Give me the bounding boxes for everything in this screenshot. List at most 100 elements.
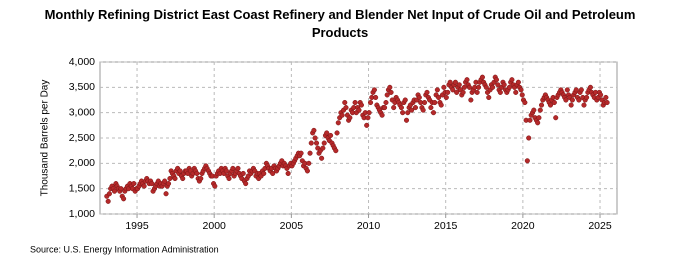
data-point bbox=[177, 168, 183, 174]
data-point bbox=[240, 170, 246, 177]
data-point bbox=[518, 87, 524, 93]
data-point bbox=[587, 84, 594, 90]
x-tick-label: 2025 bbox=[588, 220, 612, 232]
data-point bbox=[311, 127, 317, 133]
data-point bbox=[576, 97, 582, 103]
data-point bbox=[121, 196, 127, 202]
data-point bbox=[165, 181, 172, 187]
data-point bbox=[226, 175, 232, 182]
data-point bbox=[483, 84, 489, 90]
data-point bbox=[149, 181, 155, 187]
data-point bbox=[162, 178, 168, 184]
data-point bbox=[298, 150, 304, 156]
data-point bbox=[105, 198, 111, 204]
data-point bbox=[371, 87, 377, 93]
x-tick-label: 1995 bbox=[125, 220, 149, 232]
x-tick-label: 2020 bbox=[511, 220, 535, 232]
data-point bbox=[434, 87, 440, 93]
data-point bbox=[497, 89, 503, 95]
data-point bbox=[519, 92, 525, 98]
data-point bbox=[261, 170, 267, 177]
data-point bbox=[212, 183, 218, 189]
data-point bbox=[358, 102, 364, 108]
data-point bbox=[450, 87, 456, 93]
x-tick-label: 2000 bbox=[203, 220, 227, 232]
data-point bbox=[536, 115, 542, 121]
x-tick-label: 2010 bbox=[357, 220, 381, 232]
data-point bbox=[312, 135, 318, 141]
data-point bbox=[443, 94, 449, 101]
data-point bbox=[391, 105, 397, 111]
data-point bbox=[412, 105, 418, 111]
data-point bbox=[163, 191, 169, 197]
data-point bbox=[106, 191, 112, 197]
data-point bbox=[490, 84, 496, 90]
data-point bbox=[598, 92, 604, 98]
data-point bbox=[304, 168, 310, 174]
data-point bbox=[270, 170, 276, 177]
data-point bbox=[466, 84, 473, 90]
data-point bbox=[464, 77, 470, 83]
data-point bbox=[230, 165, 236, 171]
data-point bbox=[578, 87, 584, 93]
data-point bbox=[367, 99, 374, 106]
data-point bbox=[373, 94, 379, 101]
y-tick-label: 2,000 bbox=[69, 157, 95, 169]
data-point bbox=[141, 183, 147, 189]
data-point bbox=[402, 97, 408, 103]
chart-title: Monthly Refining District East Coast Ref… bbox=[44, 7, 636, 40]
data-point bbox=[547, 102, 554, 108]
data-point bbox=[409, 107, 415, 113]
data-point bbox=[405, 110, 411, 116]
data-point bbox=[524, 158, 530, 164]
data-point bbox=[568, 102, 574, 108]
data-point bbox=[328, 132, 334, 139]
data-point bbox=[382, 105, 388, 111]
y-axis-label: Thousand Barrels per Day bbox=[40, 80, 51, 197]
data-point bbox=[468, 97, 474, 103]
y-tick-label: 4,000 bbox=[69, 56, 95, 68]
data-point bbox=[223, 168, 229, 174]
data-point bbox=[403, 117, 410, 123]
data-point bbox=[342, 99, 348, 106]
data-point bbox=[563, 97, 569, 103]
data-point bbox=[366, 110, 372, 116]
data-point bbox=[584, 94, 590, 101]
data-point bbox=[420, 107, 426, 113]
data-point bbox=[320, 145, 326, 151]
x-tick-label: 2015 bbox=[434, 220, 458, 232]
data-point bbox=[538, 102, 545, 108]
data-point bbox=[334, 130, 340, 136]
data-point bbox=[416, 94, 422, 101]
data-point bbox=[339, 112, 345, 118]
data-point bbox=[235, 165, 241, 171]
data-point bbox=[243, 181, 249, 187]
data-point bbox=[400, 110, 406, 116]
data-point bbox=[333, 148, 339, 154]
data-point bbox=[527, 117, 533, 123]
data-point bbox=[424, 89, 430, 95]
data-point bbox=[285, 170, 291, 177]
data-point bbox=[324, 130, 330, 136]
data-point bbox=[428, 105, 434, 111]
data-point bbox=[535, 120, 541, 126]
data-point bbox=[474, 89, 480, 95]
data-point bbox=[180, 175, 186, 182]
data-point bbox=[441, 84, 447, 90]
data-point bbox=[422, 99, 428, 106]
data-point bbox=[452, 79, 458, 85]
data-point bbox=[551, 99, 557, 106]
data-point bbox=[167, 175, 173, 182]
data-point bbox=[486, 94, 492, 101]
data-point bbox=[476, 84, 482, 90]
data-point bbox=[365, 115, 371, 121]
y-tick-label: 1,000 bbox=[69, 208, 95, 220]
data-point bbox=[356, 107, 362, 113]
data-point bbox=[364, 122, 370, 128]
data-point bbox=[454, 89, 460, 95]
data-point bbox=[308, 140, 314, 146]
data-point bbox=[495, 82, 501, 88]
data-point bbox=[537, 107, 543, 113]
data-point bbox=[573, 87, 579, 93]
